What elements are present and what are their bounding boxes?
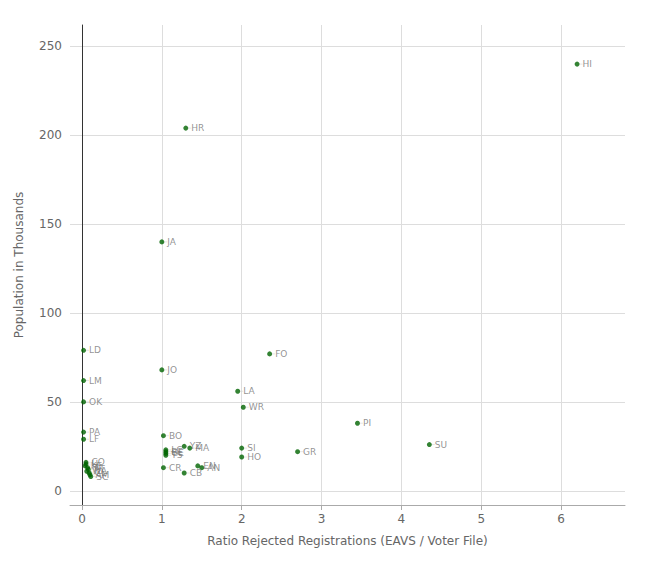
svg-text:SU: SU [435, 440, 447, 450]
svg-text:150: 150 [39, 217, 62, 231]
svg-text:6: 6 [557, 512, 565, 526]
svg-text:OK: OK [89, 397, 103, 407]
svg-text:HI: HI [583, 59, 592, 69]
svg-text:HR: HR [191, 123, 204, 133]
svg-text:WR: WR [249, 402, 264, 412]
svg-text:200: 200 [39, 128, 62, 142]
svg-text:3: 3 [318, 512, 326, 526]
svg-text:0: 0 [54, 484, 62, 498]
svg-text:CO: CO [91, 457, 104, 467]
svg-text:4: 4 [398, 512, 406, 526]
svg-text:AN: AN [207, 463, 220, 473]
svg-text:PA: PA [89, 427, 101, 438]
svg-text:BO: BO [169, 431, 182, 441]
svg-text:FO: FO [275, 349, 287, 359]
svg-text:250: 250 [39, 39, 62, 53]
svg-text:SC: SC [96, 472, 108, 482]
svg-text:LF: LF [89, 434, 99, 444]
svg-text:Ratio Rejected Registrations (: Ratio Rejected Registrations (EAVS / Vot… [207, 534, 488, 548]
svg-text:5: 5 [477, 512, 485, 526]
svg-text:100: 100 [39, 306, 62, 320]
svg-text:MA: MA [195, 443, 210, 453]
svg-text:50: 50 [47, 395, 62, 409]
svg-text:LA: LA [243, 386, 255, 396]
svg-text:JO: JO [166, 365, 177, 375]
svg-text:2: 2 [238, 512, 246, 526]
svg-text:LD: LD [89, 345, 101, 355]
svg-text:SI: SI [247, 443, 256, 454]
svg-text:HO: HO [247, 452, 261, 462]
svg-text:CB: CB [190, 468, 202, 478]
svg-text:LM: LM [89, 376, 102, 386]
svg-text:CR: CR [169, 463, 182, 473]
svg-text:TS: TS [170, 450, 182, 460]
svg-text:0: 0 [78, 512, 86, 526]
svg-text:PI: PI [363, 418, 371, 428]
svg-text:Population in Thousands: Population in Thousands [12, 192, 26, 339]
svg-text:GR: GR [303, 447, 316, 457]
svg-text:JA: JA [166, 237, 176, 247]
svg-text:1: 1 [158, 512, 166, 526]
